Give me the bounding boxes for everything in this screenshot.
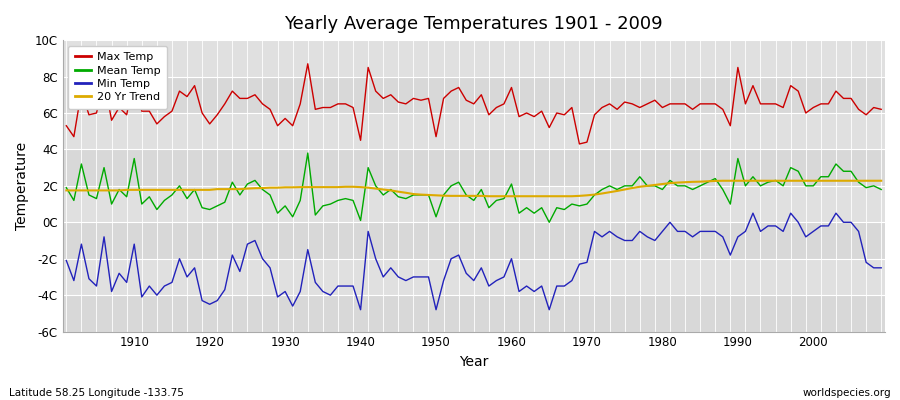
- Bar: [62, 259, 885, 295]
- Text: worldspecies.org: worldspecies.org: [803, 388, 891, 398]
- Bar: [62, 150, 885, 186]
- Y-axis label: Temperature: Temperature: [15, 142, 29, 230]
- Bar: [62, 222, 885, 259]
- Title: Yearly Average Temperatures 1901 - 2009: Yearly Average Temperatures 1901 - 2009: [284, 15, 663, 33]
- Bar: [62, 40, 885, 76]
- Text: Latitude 58.25 Longitude -133.75: Latitude 58.25 Longitude -133.75: [9, 388, 184, 398]
- Legend: Max Temp, Mean Temp, Min Temp, 20 Yr Trend: Max Temp, Mean Temp, Min Temp, 20 Yr Tre…: [68, 46, 167, 109]
- Bar: [62, 113, 885, 150]
- Bar: [62, 295, 885, 332]
- X-axis label: Year: Year: [459, 355, 489, 369]
- Bar: [62, 186, 885, 222]
- Bar: [62, 76, 885, 113]
